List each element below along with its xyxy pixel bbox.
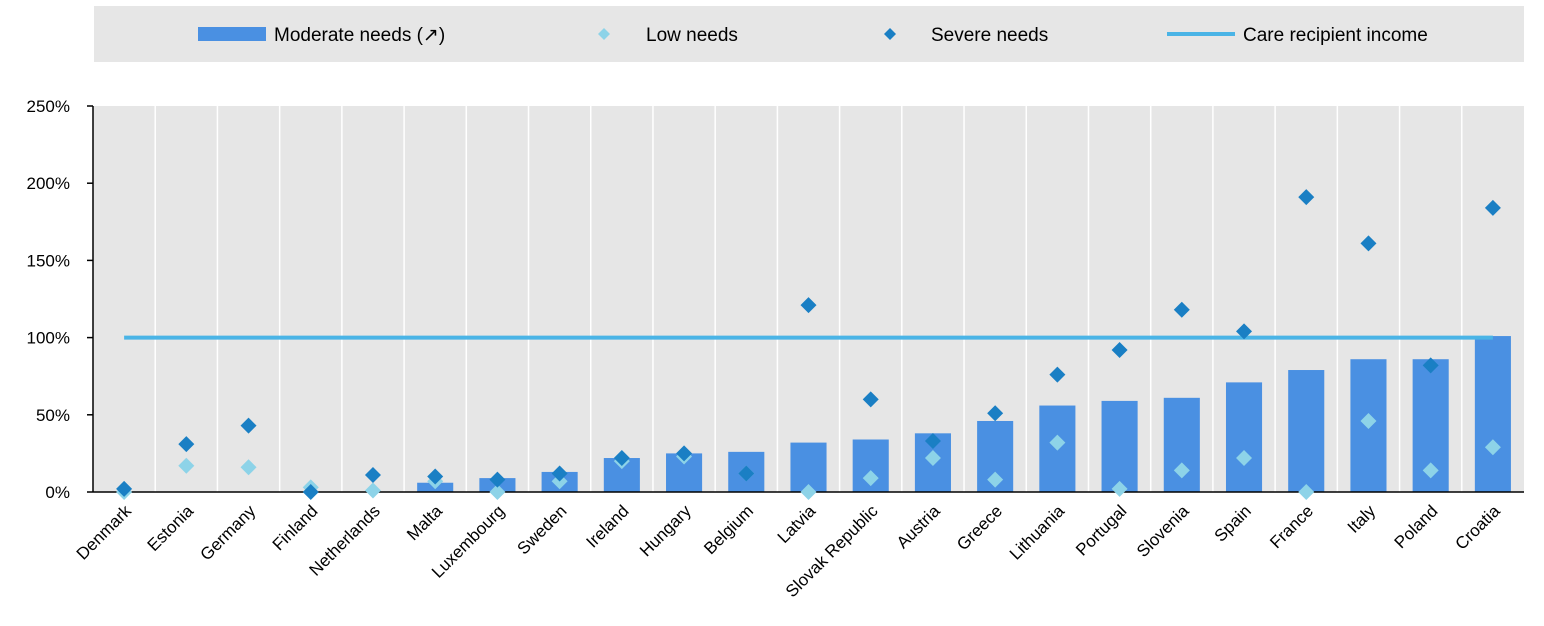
- marker-severe-needs: [302, 484, 319, 500]
- marker-severe-needs: [613, 450, 630, 467]
- marker-severe-needs: [489, 471, 506, 488]
- legend-background: [94, 6, 1524, 62]
- marker-low-needs: [1111, 480, 1128, 497]
- marker-severe-needs: [738, 465, 755, 482]
- x-tick-label: Latvia: [774, 501, 820, 547]
- marker-severe-needs: [178, 436, 195, 453]
- marker-severe-needs: [800, 297, 817, 314]
- y-tick-label: 0%: [45, 483, 70, 502]
- legend-label: Care recipient income: [1243, 25, 1428, 46]
- x-tick-label: Ireland: [582, 501, 632, 551]
- x-tick-label: France: [1266, 501, 1317, 552]
- bar-moderate-needs: [1474, 336, 1511, 492]
- marker-low-needs: [178, 457, 195, 474]
- y-tick-label: 250%: [27, 97, 70, 116]
- y-tick-label: 150%: [27, 251, 70, 270]
- legend: Moderate needs (↗) Low needs Severe needs C…: [198, 25, 1428, 46]
- marker-severe-needs: [1236, 323, 1253, 340]
- x-tick-label: Poland: [1391, 501, 1442, 552]
- bar-moderate-needs: [1288, 370, 1325, 492]
- legend-label: Low needs: [646, 25, 738, 46]
- marker-low-needs: [1049, 434, 1066, 451]
- marker-severe-needs: [1360, 235, 1377, 252]
- x-tick-label: Spain: [1211, 501, 1255, 545]
- marker-low-needs: [987, 471, 1004, 488]
- legend-symbol-marker: [884, 28, 896, 40]
- legend-label: Severe needs: [931, 25, 1048, 46]
- x-tick-label: Germany: [196, 501, 259, 564]
- marker-low-needs: [1298, 484, 1315, 500]
- y-tick-label: 50%: [36, 406, 70, 425]
- x-tick-label: Hungary: [636, 501, 695, 560]
- x-tick-label: Croatia: [1452, 501, 1505, 554]
- legend-label: Moderate needs (↗): [274, 25, 445, 46]
- marker-severe-needs: [862, 391, 879, 408]
- legend-symbol-moderate-needs: [198, 27, 266, 41]
- marker-severe-needs: [987, 405, 1004, 422]
- marker-severe-needs: [364, 467, 381, 484]
- plot-area: 0% 50% 100% 150% 200% 250% Denmark Estonia Germa…: [27, 97, 1524, 601]
- marker-severe-needs: [1049, 366, 1066, 383]
- marker-low-needs: [1173, 462, 1190, 479]
- marker-severe-needs: [1173, 301, 1190, 318]
- marker-low-needs: [800, 484, 817, 500]
- x-tick-label: Denmark: [73, 501, 136, 564]
- x-tick-label: Sweden: [514, 501, 571, 558]
- legend-symbol-marker: [598, 28, 610, 40]
- marker-severe-needs: [1484, 199, 1501, 216]
- marker-low-needs: [240, 459, 257, 476]
- x-tick-label: Finland: [269, 501, 322, 554]
- marker-severe-needs: [551, 465, 568, 482]
- marker-severe-needs: [1422, 357, 1439, 374]
- marker-low-needs: [1360, 412, 1377, 429]
- x-tick-label: Portugal: [1072, 501, 1130, 559]
- y-tick-label: 200%: [27, 174, 70, 193]
- marker-severe-needs: [1298, 189, 1315, 206]
- y-tick-label: 100%: [27, 329, 70, 348]
- marker-low-needs: [1236, 450, 1253, 467]
- x-tick-label: Malta: [403, 501, 446, 544]
- marker-severe-needs: [676, 445, 693, 462]
- marker-severe-needs: [240, 417, 257, 434]
- x-tick-label: Belgium: [700, 501, 757, 558]
- x-tick-label: Austria: [893, 501, 944, 552]
- x-tick-label: Lithuania: [1006, 501, 1069, 564]
- marker-low-needs: [489, 484, 506, 500]
- bar-moderate-needs: [1101, 400, 1138, 492]
- x-tick-label: Estonia: [144, 501, 198, 555]
- x-tick-label: Slovenia: [1133, 501, 1193, 561]
- marker-low-needs: [364, 482, 381, 499]
- marker-severe-needs: [427, 468, 444, 485]
- marker-severe-needs: [116, 480, 133, 497]
- marker-low-needs: [862, 470, 879, 487]
- bar-moderate-needs: [790, 442, 827, 492]
- marker-severe-needs: [924, 433, 941, 450]
- x-tick-label: Greece: [953, 501, 1006, 554]
- marker-severe-needs: [1111, 341, 1128, 358]
- bar-moderate-needs: [1225, 382, 1263, 492]
- marker-low-needs: [1484, 439, 1501, 456]
- x-tick-label: Italy: [1344, 501, 1380, 537]
- marker-low-needs: [1422, 462, 1439, 479]
- marker-low-needs: [924, 450, 941, 467]
